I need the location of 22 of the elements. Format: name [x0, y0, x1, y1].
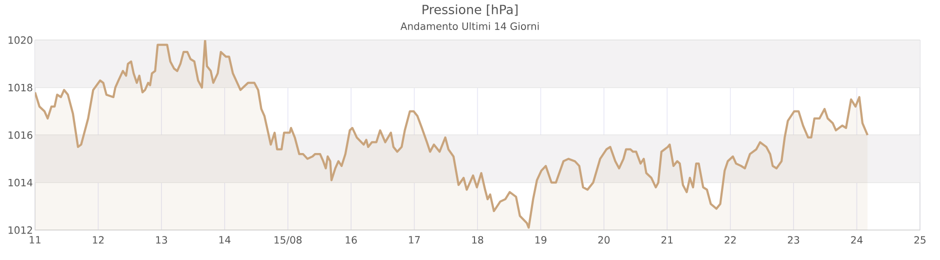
- x-tick-label: 25: [914, 236, 926, 244]
- x-tick-label: 23: [788, 236, 800, 244]
- x-tick-label: 15/08: [274, 236, 302, 244]
- x-tick-label: 12: [92, 236, 104, 244]
- x-tick-label: 13: [156, 236, 168, 244]
- y-tick-label: 1012: [8, 226, 32, 234]
- x-tick-label: 16: [346, 236, 357, 244]
- x-tick-label: 17: [409, 236, 420, 244]
- y-tick-label: 1016: [8, 131, 32, 139]
- x-tick-label: 22: [724, 236, 736, 244]
- x-tick-label: 21: [662, 236, 673, 244]
- y-tick-label: 1014: [8, 178, 32, 186]
- x-tick-label: 20: [598, 236, 610, 244]
- x-tick-label: 19: [535, 236, 546, 244]
- x-tick-label: 11: [30, 236, 40, 244]
- chart-title: Pressione [hPa]: [422, 4, 518, 16]
- x-tick-label: 14: [219, 236, 230, 244]
- chart-subtitle: Andamento Ultimi 14 Giorni: [400, 22, 539, 30]
- y-tick-label: 1020: [8, 36, 32, 44]
- x-tick-label: 18: [472, 236, 484, 244]
- x-tick-label: 24: [851, 236, 863, 244]
- y-tick-label: 1018: [8, 84, 32, 92]
